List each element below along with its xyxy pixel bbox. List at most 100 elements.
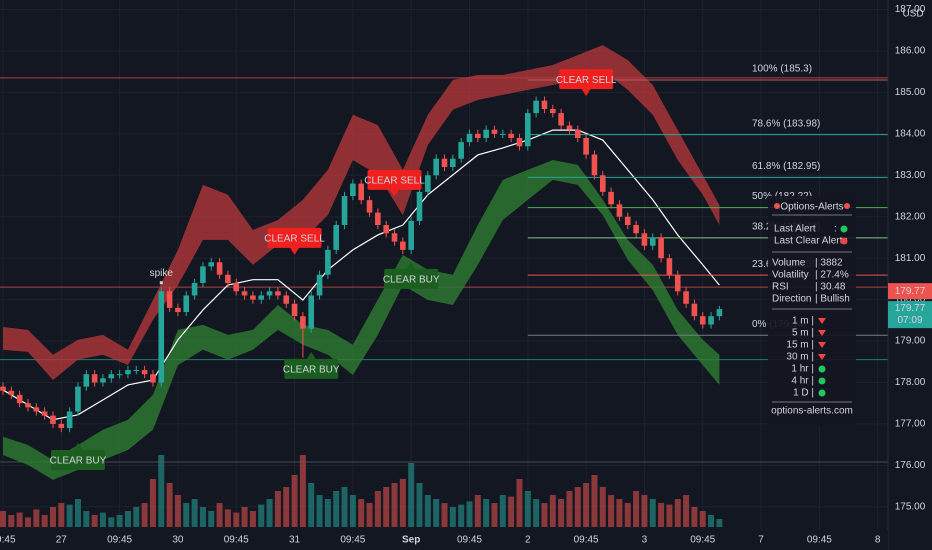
candle-body (341, 196, 348, 226)
candle-body (16, 394, 23, 404)
alert-label: Last Alert (774, 224, 816, 235)
volume-bar (33, 509, 40, 527)
stat-value: | 3882 (815, 258, 843, 269)
candle-body (50, 415, 56, 424)
status-dot (818, 389, 826, 397)
x-tick-label: 2 (525, 535, 531, 546)
y-tick-label: 177.00 (895, 419, 926, 430)
signal-box (367, 169, 422, 190)
candle-body (425, 175, 431, 192)
x-tick-label: 09:45 (0, 535, 16, 546)
signal-box (267, 227, 322, 248)
x-tick-label: 09:45 (457, 535, 482, 546)
candle-body (408, 220, 414, 250)
candle-body (150, 374, 156, 383)
volume-bar (708, 515, 715, 527)
candle-body (450, 158, 456, 167)
candle-body (674, 274, 681, 292)
candle-body (433, 158, 439, 176)
panel-url: options-alerts.com (771, 406, 853, 417)
candle-body (599, 175, 606, 192)
signal-label: CLEAR SELL (364, 175, 425, 186)
volume-bar (233, 512, 240, 527)
volume-bar (599, 487, 606, 527)
volume-bar (41, 515, 48, 527)
candle-body (350, 183, 356, 197)
currency: USD (902, 9, 923, 20)
volume-bar (641, 495, 648, 527)
candle-body (283, 295, 290, 304)
candle-body (58, 423, 65, 429)
candle-body (583, 137, 589, 155)
price-tag-sub: 07:09 (897, 315, 922, 326)
x-tick-label: 09:45 (574, 535, 599, 546)
candle-body (533, 100, 539, 114)
volume-bar (483, 499, 490, 527)
candle-body (641, 233, 648, 246)
stat-name: Volatility (772, 270, 809, 281)
signal-arrow (581, 88, 592, 97)
volume-bar (283, 487, 290, 527)
y-tick-label: 182.00 (895, 211, 926, 222)
volume-bar (58, 503, 65, 527)
volume-bar (499, 495, 506, 527)
x-tick-label: 30 (172, 535, 184, 546)
candle-body (300, 316, 306, 329)
candle-body (308, 295, 315, 329)
status-dot (818, 365, 826, 373)
y-tick-label: 176.00 (895, 460, 926, 471)
candle-body (716, 309, 723, 317)
candle-body (475, 133, 481, 138)
candle-body (325, 249, 331, 275)
volume-bar (174, 495, 181, 527)
candle-body (133, 370, 140, 372)
status-triangle (818, 354, 826, 360)
candle-body (500, 133, 506, 135)
volume-bar (249, 511, 256, 527)
candle-body (183, 295, 190, 313)
candle-body (116, 374, 123, 376)
volume-bar (224, 509, 231, 527)
volume-bar (508, 496, 515, 527)
candle-body (125, 370, 131, 375)
volume-bar (316, 495, 323, 527)
fib-label: 61.8% (182.95) (752, 161, 820, 172)
volume-bar (74, 499, 81, 527)
candle-body (666, 258, 673, 275)
volume-bar (449, 507, 456, 527)
price-axis (888, 0, 932, 550)
candle-body (41, 411, 48, 416)
y-tick-label: 179.00 (895, 336, 926, 347)
signal-label: CLEAR BUY (283, 364, 340, 375)
price-tag (888, 283, 932, 300)
candle-body (333, 225, 340, 250)
volume-bar (616, 499, 623, 527)
candle-body (241, 291, 248, 296)
annotation-text: spike (150, 268, 174, 279)
candle-body (658, 237, 664, 259)
volume-bar (274, 491, 281, 527)
volume-bar (166, 483, 173, 527)
volume-bar (383, 487, 390, 527)
alert-label: Last Clear Alert : (774, 236, 848, 247)
volume-bar (116, 515, 123, 527)
volume-bar (91, 515, 98, 527)
status-dot (840, 225, 848, 233)
stat-value: | 27.4% (815, 270, 849, 281)
volume-bar (108, 517, 115, 527)
volume-bar (549, 495, 556, 527)
signal-arrow (389, 188, 400, 197)
signal-arrow (72, 442, 83, 451)
candle-body (250, 295, 256, 300)
candle-body (491, 129, 498, 134)
x-tick-label: 27 (56, 535, 68, 546)
volume-bar (158, 455, 165, 527)
candle-body (691, 303, 698, 317)
volume-bar (674, 499, 681, 527)
stat-value: | Bullish (815, 294, 850, 305)
volume-bar (141, 503, 148, 527)
candle-body (549, 108, 556, 114)
candle-body (608, 191, 614, 205)
candle-body (25, 403, 31, 408)
timeframe-label: 4 hr | (791, 376, 814, 387)
